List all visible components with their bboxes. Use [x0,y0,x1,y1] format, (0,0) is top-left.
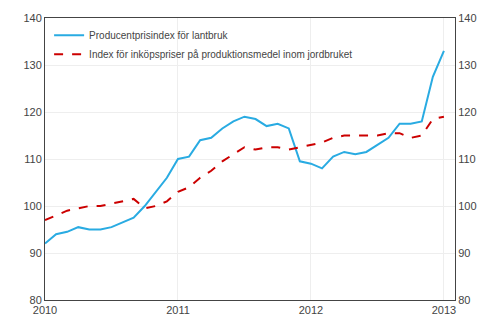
svg-text:130: 130 [458,59,476,71]
svg-text:140: 140 [23,12,41,24]
svg-text:110: 110 [24,153,42,165]
svg-text:2013: 2013 [432,304,456,316]
svg-text:140: 140 [458,12,476,24]
svg-text:120: 120 [458,106,476,118]
svg-text:90: 90 [30,247,42,259]
svg-text:110: 110 [458,153,476,165]
svg-text:2012: 2012 [299,304,323,316]
svg-text:80: 80 [30,294,42,306]
svg-text:90: 90 [458,247,470,259]
svg-text:100: 100 [458,200,476,212]
svg-text:100: 100 [23,200,41,212]
svg-text:2010: 2010 [33,304,57,316]
svg-text:120: 120 [23,106,41,118]
svg-text:130: 130 [23,59,41,71]
svg-text:Producentprisindex för lantbru: Producentprisindex för lantbruk [89,30,228,41]
svg-text:2011: 2011 [166,304,190,316]
svg-text:Index för inköpspriser på prod: Index för inköpspriser på produktionsmed… [89,49,352,60]
svg-text:80: 80 [458,294,470,306]
